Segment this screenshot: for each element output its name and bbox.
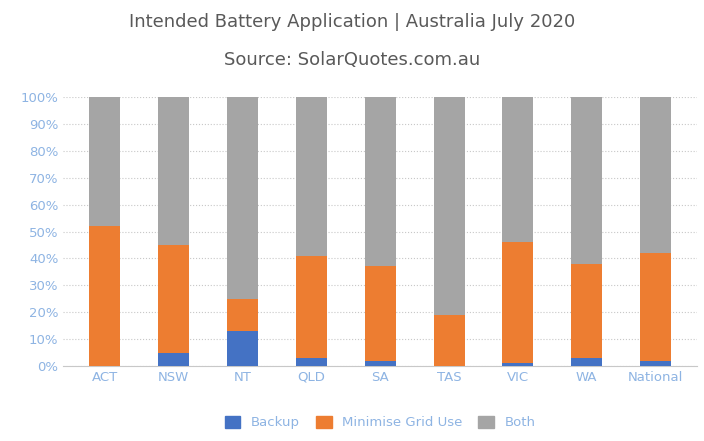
Bar — [434, 97, 465, 315]
Bar — [640, 361, 671, 366]
Bar — [365, 97, 396, 266]
Bar — [571, 97, 602, 264]
Bar — [227, 97, 258, 299]
Bar — [365, 361, 396, 366]
Bar — [89, 97, 120, 226]
Text: Source: SolarQuotes.com.au: Source: SolarQuotes.com.au — [224, 51, 480, 69]
Bar — [89, 226, 120, 366]
Bar — [227, 299, 258, 331]
Bar — [227, 331, 258, 366]
Legend: Backup, Minimise Grid Use, Both: Backup, Minimise Grid Use, Both — [219, 411, 541, 435]
Bar — [640, 97, 671, 253]
Bar — [365, 266, 396, 361]
Bar — [296, 97, 327, 256]
Bar — [503, 242, 534, 363]
Bar — [503, 97, 534, 242]
Bar — [434, 315, 465, 366]
Bar — [640, 253, 671, 361]
Bar — [158, 353, 189, 366]
Bar — [296, 256, 327, 358]
Bar — [503, 363, 534, 366]
Bar — [158, 245, 189, 353]
Bar — [571, 264, 602, 358]
Text: Intended Battery Application | Australia July 2020: Intended Battery Application | Australia… — [129, 13, 575, 31]
Bar — [571, 358, 602, 366]
Bar — [158, 97, 189, 245]
Bar — [296, 358, 327, 366]
